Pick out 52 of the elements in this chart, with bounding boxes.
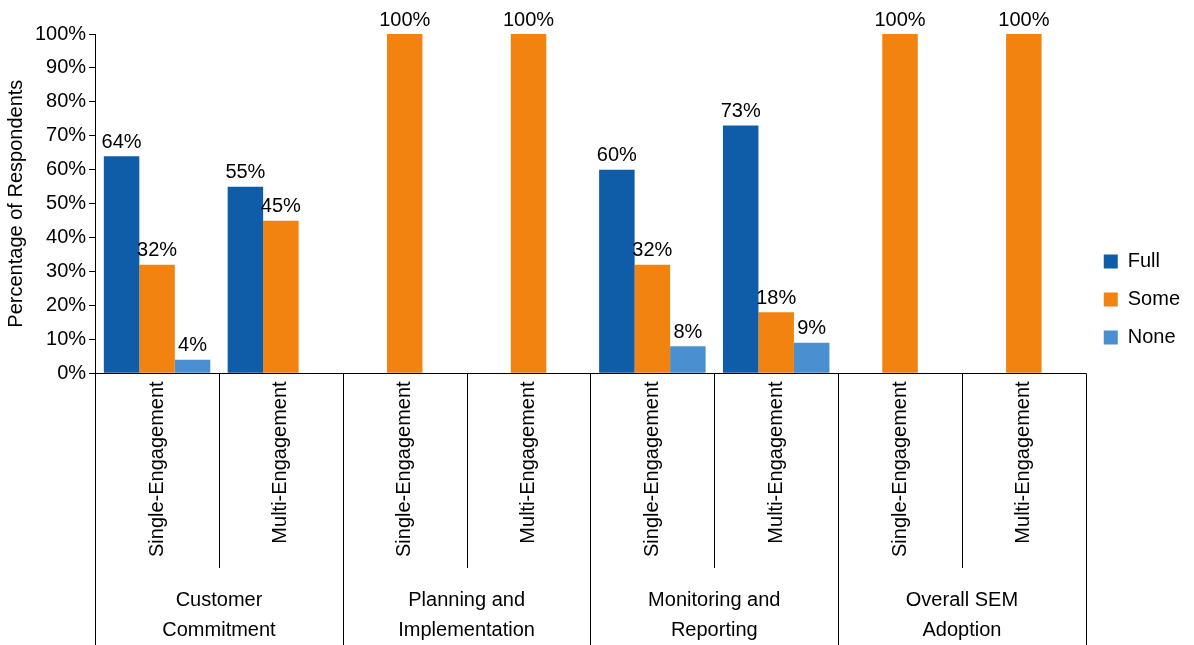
x-tick-label: Multi-Engagement: [1011, 380, 1034, 544]
data-label: 100%: [379, 7, 431, 30]
bar: [103, 156, 140, 373]
bar: [263, 220, 299, 373]
text: Overall SEM Adoption: [905, 587, 1019, 640]
bar: [1006, 34, 1042, 373]
y-tick-label: 100%: [35, 21, 87, 44]
data-label: 8%: [673, 319, 703, 342]
x-tick-label: Multi-Engagement: [516, 380, 539, 544]
bar: [758, 312, 794, 373]
y-tick-label: 80%: [46, 89, 87, 112]
bar: [882, 34, 918, 373]
data-label: 100%: [874, 7, 926, 30]
x-tick-label: Single-Engagement: [887, 380, 910, 558]
bar: [599, 169, 635, 373]
x-tick-label: Multi-Engagement: [763, 380, 786, 544]
y-tick-label: 50%: [46, 191, 87, 214]
bar: [793, 342, 830, 373]
y-tick-label: 40%: [46, 225, 87, 248]
data-label: 100%: [998, 7, 1050, 30]
text: Customer Commitment: [162, 587, 277, 640]
data-label: 4%: [178, 333, 208, 356]
bar: [386, 34, 423, 373]
x-tick-label: Single-Engagement: [144, 380, 167, 558]
y-tick-label: 0%: [57, 360, 87, 383]
data-label: 60%: [596, 143, 638, 166]
y-tick-label: 10%: [46, 326, 87, 349]
bar: [174, 359, 211, 373]
data-label: 73%: [720, 99, 761, 122]
data-label: 100%: [502, 7, 555, 30]
bar: [139, 264, 175, 373]
bar: [670, 346, 706, 373]
x-tick-label: Multi-Engagement: [268, 380, 291, 544]
data-label: 64%: [101, 129, 142, 152]
bar: [510, 34, 547, 373]
x-tick-label: Single-Engagement: [392, 380, 415, 558]
x-tick-label: Single-Engagement: [639, 380, 662, 558]
legend-label: Full: [1127, 249, 1160, 272]
data-label: 9%: [797, 316, 827, 339]
legend-label: None: [1127, 325, 1176, 348]
y-tick-label: 60%: [46, 157, 87, 180]
legend-label: Some: [1127, 287, 1180, 310]
text: Planning and Implementation: [398, 587, 535, 640]
bar: [634, 264, 671, 373]
y-tick-label: 90%: [46, 55, 87, 78]
y-tick-label: 70%: [46, 123, 87, 146]
y-tick-label: 30%: [46, 259, 87, 282]
y-axis-title: Percentage of Respondents: [3, 79, 26, 328]
y-tick-label: 20%: [46, 292, 87, 315]
text: Monitoring and Reporting: [648, 587, 781, 640]
data-label: 55%: [225, 160, 266, 183]
bar: [722, 125, 759, 373]
